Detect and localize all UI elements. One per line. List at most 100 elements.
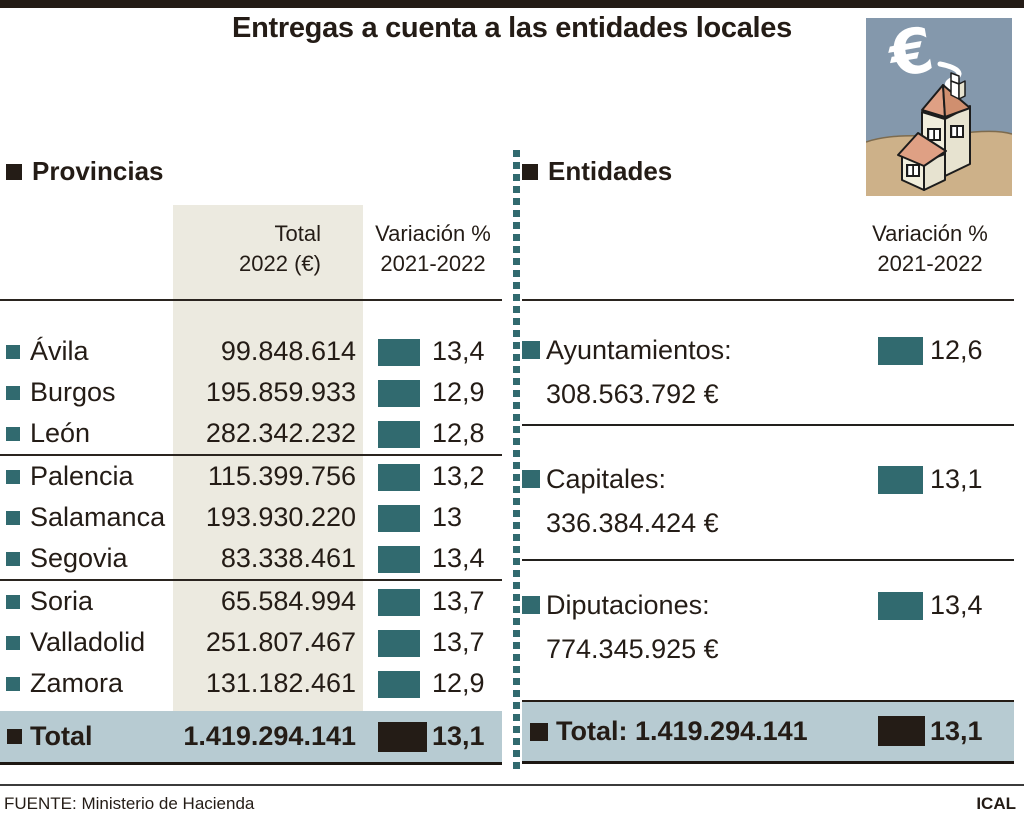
- province-total: 83.338.461: [220, 543, 356, 573]
- table-row-salamanca: Salamanca 193.930.220 13: [0, 497, 502, 538]
- province-name: Segovia: [30, 543, 128, 573]
- teal-bullet-icon: [6, 385, 20, 400]
- page-title: Entregas a cuenta a las entidades locale…: [232, 12, 792, 44]
- total-variation-value: 13,1: [432, 721, 485, 751]
- euro-house-illustration: €: [865, 12, 1013, 196]
- province-total: 195.859.933: [205, 377, 356, 407]
- group-separator: [0, 579, 502, 581]
- table-row-palencia: Palencia 115.399.756 13,2: [0, 456, 502, 497]
- black-bullet-icon: [530, 722, 548, 741]
- variation-value: 12,9: [432, 668, 485, 698]
- entity-separator: [522, 559, 1014, 561]
- section-heading-entidades: Entidades: [522, 156, 672, 187]
- table-row-valladolid: Valladolid 251.807.467 13,7: [0, 622, 502, 663]
- province-name: Soria: [30, 586, 94, 616]
- variation-bar: [378, 338, 420, 366]
- credit-label: ICAL: [976, 794, 1016, 813]
- table-row-burgos: Burgos 195.859.933 12,9: [0, 372, 502, 413]
- entity-name: Capitales:: [546, 464, 667, 494]
- table-row-soria: Soria 65.584.994 13,7: [0, 581, 502, 622]
- province-total: 99.848.614: [220, 336, 356, 366]
- header-rule-left: [0, 299, 502, 301]
- province-total: 131.182.461: [205, 668, 356, 698]
- header-rule-right: [522, 299, 1014, 301]
- province-total: 115.399.756: [207, 461, 356, 491]
- teal-bullet-icon: [522, 596, 540, 614]
- province-name: Burgos: [30, 377, 116, 407]
- section-heading-label: Entidades: [548, 156, 673, 186]
- variation-bar: [878, 466, 923, 494]
- variation-bar: [878, 592, 923, 620]
- entity-name: Diputaciones:: [546, 590, 710, 620]
- total-variation-value: 13,1: [930, 716, 983, 746]
- total-row-provincias: Total 1.419.294.141 13,1: [0, 711, 502, 765]
- province-name: Zamora: [30, 668, 124, 698]
- table-row-segovia: Segovia 83.338.461 13,4: [0, 538, 502, 579]
- variation-bar: [378, 588, 420, 616]
- column-header-total: Total 2022 (€): [239, 221, 321, 276]
- teal-bullet-icon: [522, 341, 540, 359]
- entity-separator: [522, 424, 1014, 426]
- entity-amount: 308.563.792 €: [546, 379, 719, 409]
- total-row-entidades: Total: 1.419.294.141 13,1: [522, 700, 1014, 764]
- variation-bar: [378, 463, 420, 491]
- variation-value: 13,7: [432, 627, 485, 657]
- teal-bullet-icon: [522, 470, 540, 488]
- variation-value: 12,6: [930, 335, 983, 365]
- euro-house-icon: €: [865, 12, 1013, 196]
- variation-value: 13,4: [432, 543, 485, 573]
- table-row-zamora: Zamora 131.182.461 12,9: [0, 663, 502, 704]
- variation-value: 13,1: [930, 464, 983, 494]
- province-total: 251.807.467: [205, 627, 356, 657]
- total-variation-bar: [378, 721, 427, 752]
- variation-value: 13,2: [432, 461, 485, 491]
- province-table: Ávila 99.848.614 13,4 Burgos 195.859.933…: [0, 301, 502, 704]
- total-label: Total: [30, 721, 93, 751]
- section-heading-provincias: Provincias: [6, 156, 164, 187]
- footer-rule: [0, 784, 1024, 786]
- black-bullet-icon: [7, 728, 22, 744]
- variation-value: 13,4: [930, 590, 983, 620]
- total-label: Total: 1.419.294.141: [556, 716, 808, 746]
- province-total: 65.584.994: [220, 586, 356, 616]
- province-name: Palencia: [30, 461, 134, 491]
- square-bullet-icon: [522, 163, 538, 180]
- province-name: Salamanca: [30, 502, 166, 532]
- entity-amount: 774.345.925 €: [546, 634, 719, 664]
- square-bullet-icon: [6, 163, 22, 180]
- total-column-band: [173, 205, 363, 711]
- teal-bullet-icon: [6, 676, 20, 691]
- entity-amount: 336.384.424 €: [546, 508, 719, 538]
- variation-bar: [878, 337, 923, 365]
- teal-bullet-icon: [6, 594, 20, 609]
- variation-value: 12,9: [432, 377, 485, 407]
- teal-bullet-icon: [6, 469, 20, 484]
- table-row-avila: Ávila 99.848.614 13,4: [0, 331, 502, 372]
- table-row-leon: León 282.342.232 12,8: [0, 413, 502, 454]
- variation-value: 13,7: [432, 586, 485, 616]
- teal-bullet-icon: [6, 510, 20, 525]
- total-amount: 1.419.294.141: [183, 721, 356, 751]
- province-total: 282.342.232: [205, 418, 356, 448]
- variation-bar: [378, 379, 420, 407]
- teal-bullet-icon: [6, 635, 20, 650]
- top-rule-bar: [0, 0, 1024, 8]
- variation-bar: [378, 545, 420, 573]
- variation-value: 12,8: [432, 418, 485, 448]
- teal-bullet-icon: [6, 344, 20, 359]
- source-label: FUENTE: Ministerio de Hacienda: [4, 794, 255, 813]
- column-header-variation: Variación % 2021-2022: [375, 221, 491, 276]
- variation-bar: [378, 504, 420, 532]
- total-variation-bar: [878, 715, 925, 746]
- province-total: 193.930.220: [205, 502, 356, 532]
- entity-name: Ayuntamientos:: [546, 335, 732, 365]
- variation-bar: [378, 670, 420, 698]
- group-separator: [0, 454, 502, 456]
- column-header-variation-right: Variación % 2021-2022: [872, 221, 988, 276]
- teal-bullet-icon: [6, 551, 20, 566]
- province-name: Ávila: [30, 336, 89, 366]
- variation-bar: [378, 629, 420, 657]
- dotted-divider: [513, 150, 520, 772]
- variation-value: 13: [432, 502, 463, 532]
